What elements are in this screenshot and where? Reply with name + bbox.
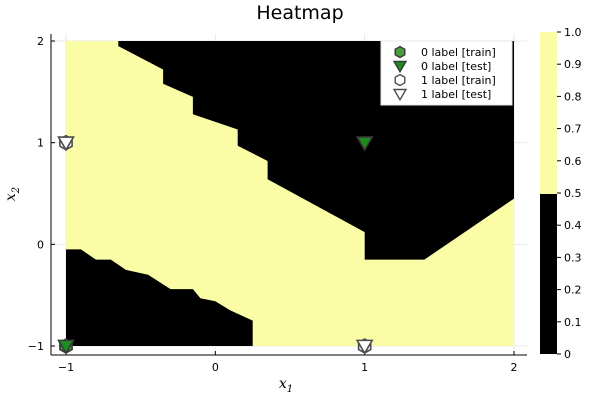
colorbar-tick-label: 0.5 [564,187,582,200]
colorbar-tick-label: 0.7 [564,123,582,136]
y-tick-label: −1 [28,340,44,353]
legend-label-2: 1 label [train] [421,74,496,87]
data-point-series-1 [355,136,374,152]
x-tick-label: −1 [58,361,74,374]
data-point-series-3 [57,136,75,152]
colorbar-tick-label: 0.6 [564,155,582,168]
legend-marker-3 [392,88,408,102]
legend-label-0: 0 label [train] [421,46,496,59]
colorbar-tick-label: 0.1 [564,316,582,329]
x-axis-label-subscript: 1 [287,384,293,395]
legend-marker-1 [392,60,408,74]
legend-marker-0 [394,45,406,59]
colorbar-tick-label: 0.8 [564,90,582,103]
legend: 0 label [train]0 label [test]1 label [tr… [380,40,513,106]
colorbar-low-band [540,194,557,354]
colorbar-tick-label: 0 [564,348,571,361]
colorbar-tick-label: 0.2 [564,284,582,297]
y-tick-label: 2 [37,35,44,48]
y-tick-label: 1 [37,137,44,150]
legend-marker-2 [394,73,406,87]
y-ticks: −1 0 1 2 [28,35,55,353]
colorbar-tick-label: 0.3 [564,251,582,264]
data-markers [57,134,374,355]
x-axis-label: x1 [279,376,293,395]
colorbar-high-band [540,32,557,194]
data-point-series-1 [57,339,75,355]
y-axis-label: x2 [3,187,22,201]
data-point-series-3 [355,339,374,355]
axes [50,34,527,356]
chart-title: Heatmap [256,2,343,24]
y-tick-label: 0 [37,238,44,251]
x-tick-label: 2 [511,361,518,374]
colorbar-tick-label: 1.0 [564,26,582,39]
colorbar: 0 0.1 0.2 0.3 0.4 0.5 0.6 0.7 0.8 0.9 1.0 [540,26,582,361]
y-axis-label-subscript: 2 [11,187,22,194]
colorbar-tick-label: 0.4 [564,219,582,232]
legend-label-3: 1 label [test] [421,88,491,101]
legend-label-1: 0 label [test] [421,60,491,73]
colorbar-tick-label: 0.9 [564,58,582,71]
x-tick-label: 0 [212,361,219,374]
x-tick-label: 1 [361,361,368,374]
heatmap-region-high [66,41,514,346]
